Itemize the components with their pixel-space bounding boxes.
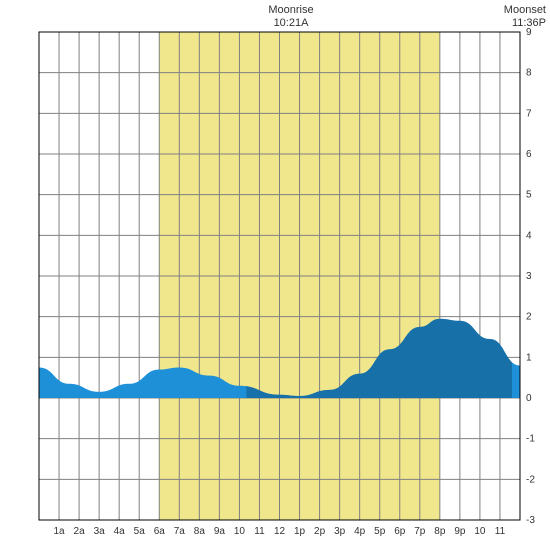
moonset-label: Moonset 11:36P [486,4,546,30]
x-tick-label: 5a [134,526,146,537]
x-tick-label: 5p [374,526,386,537]
x-tick-label: 2a [74,526,86,537]
x-tick-label: 1p [294,526,306,537]
y-tick-label: 3 [526,271,532,282]
y-tick-label: 7 [526,108,532,119]
y-tick-label: 6 [526,149,532,160]
moonset-time: 11:36P [512,17,546,29]
x-tick-label: 3p [334,526,346,537]
x-tick-label: 1a [53,526,65,537]
tide-chart: Moonrise 10:21A Moonset 11:36P -3-2-1012… [0,0,550,550]
x-tick-label: 11 [495,526,506,537]
x-tick-label: 6p [394,526,406,537]
x-tick-label: 4p [354,526,366,537]
x-tick-label: 6a [154,526,166,537]
y-tick-label: 2 [526,312,532,323]
y-tick-label: 8 [526,68,532,79]
moonset-text: Moonset [504,4,546,16]
x-tick-label: 10 [474,526,486,537]
y-tick-label: -2 [526,474,535,485]
x-tick-label: 7p [414,526,426,537]
x-tick-label: 9a [214,526,226,537]
y-tick-label: 5 [526,190,532,201]
x-tick-label: 3a [94,526,106,537]
y-tick-label: -1 [526,434,535,445]
x-tick-label: 9p [454,526,466,537]
y-tick-label: 0 [526,393,532,404]
x-tick-label: 8p [434,526,446,537]
y-tick-label: 1 [526,352,532,363]
x-tick-label: 11 [254,526,265,537]
y-tick-label: 4 [526,230,532,241]
y-tick-label: -3 [526,515,535,526]
x-tick-label: 12 [274,526,286,537]
moonrise-time: 10:21A [274,17,309,29]
x-tick-label: 7a [174,526,186,537]
x-tick-label: 4a [114,526,126,537]
x-tick-label: 2p [314,526,326,537]
x-tick-label: 10 [234,526,246,537]
x-tick-label: 8a [194,526,206,537]
moonrise-label: Moonrise 10:21A [256,4,326,30]
moonrise-text: Moonrise [268,4,313,16]
chart-svg: -3-2-101234567891a2a3a4a5a6a7a8a9a101112… [0,0,550,550]
